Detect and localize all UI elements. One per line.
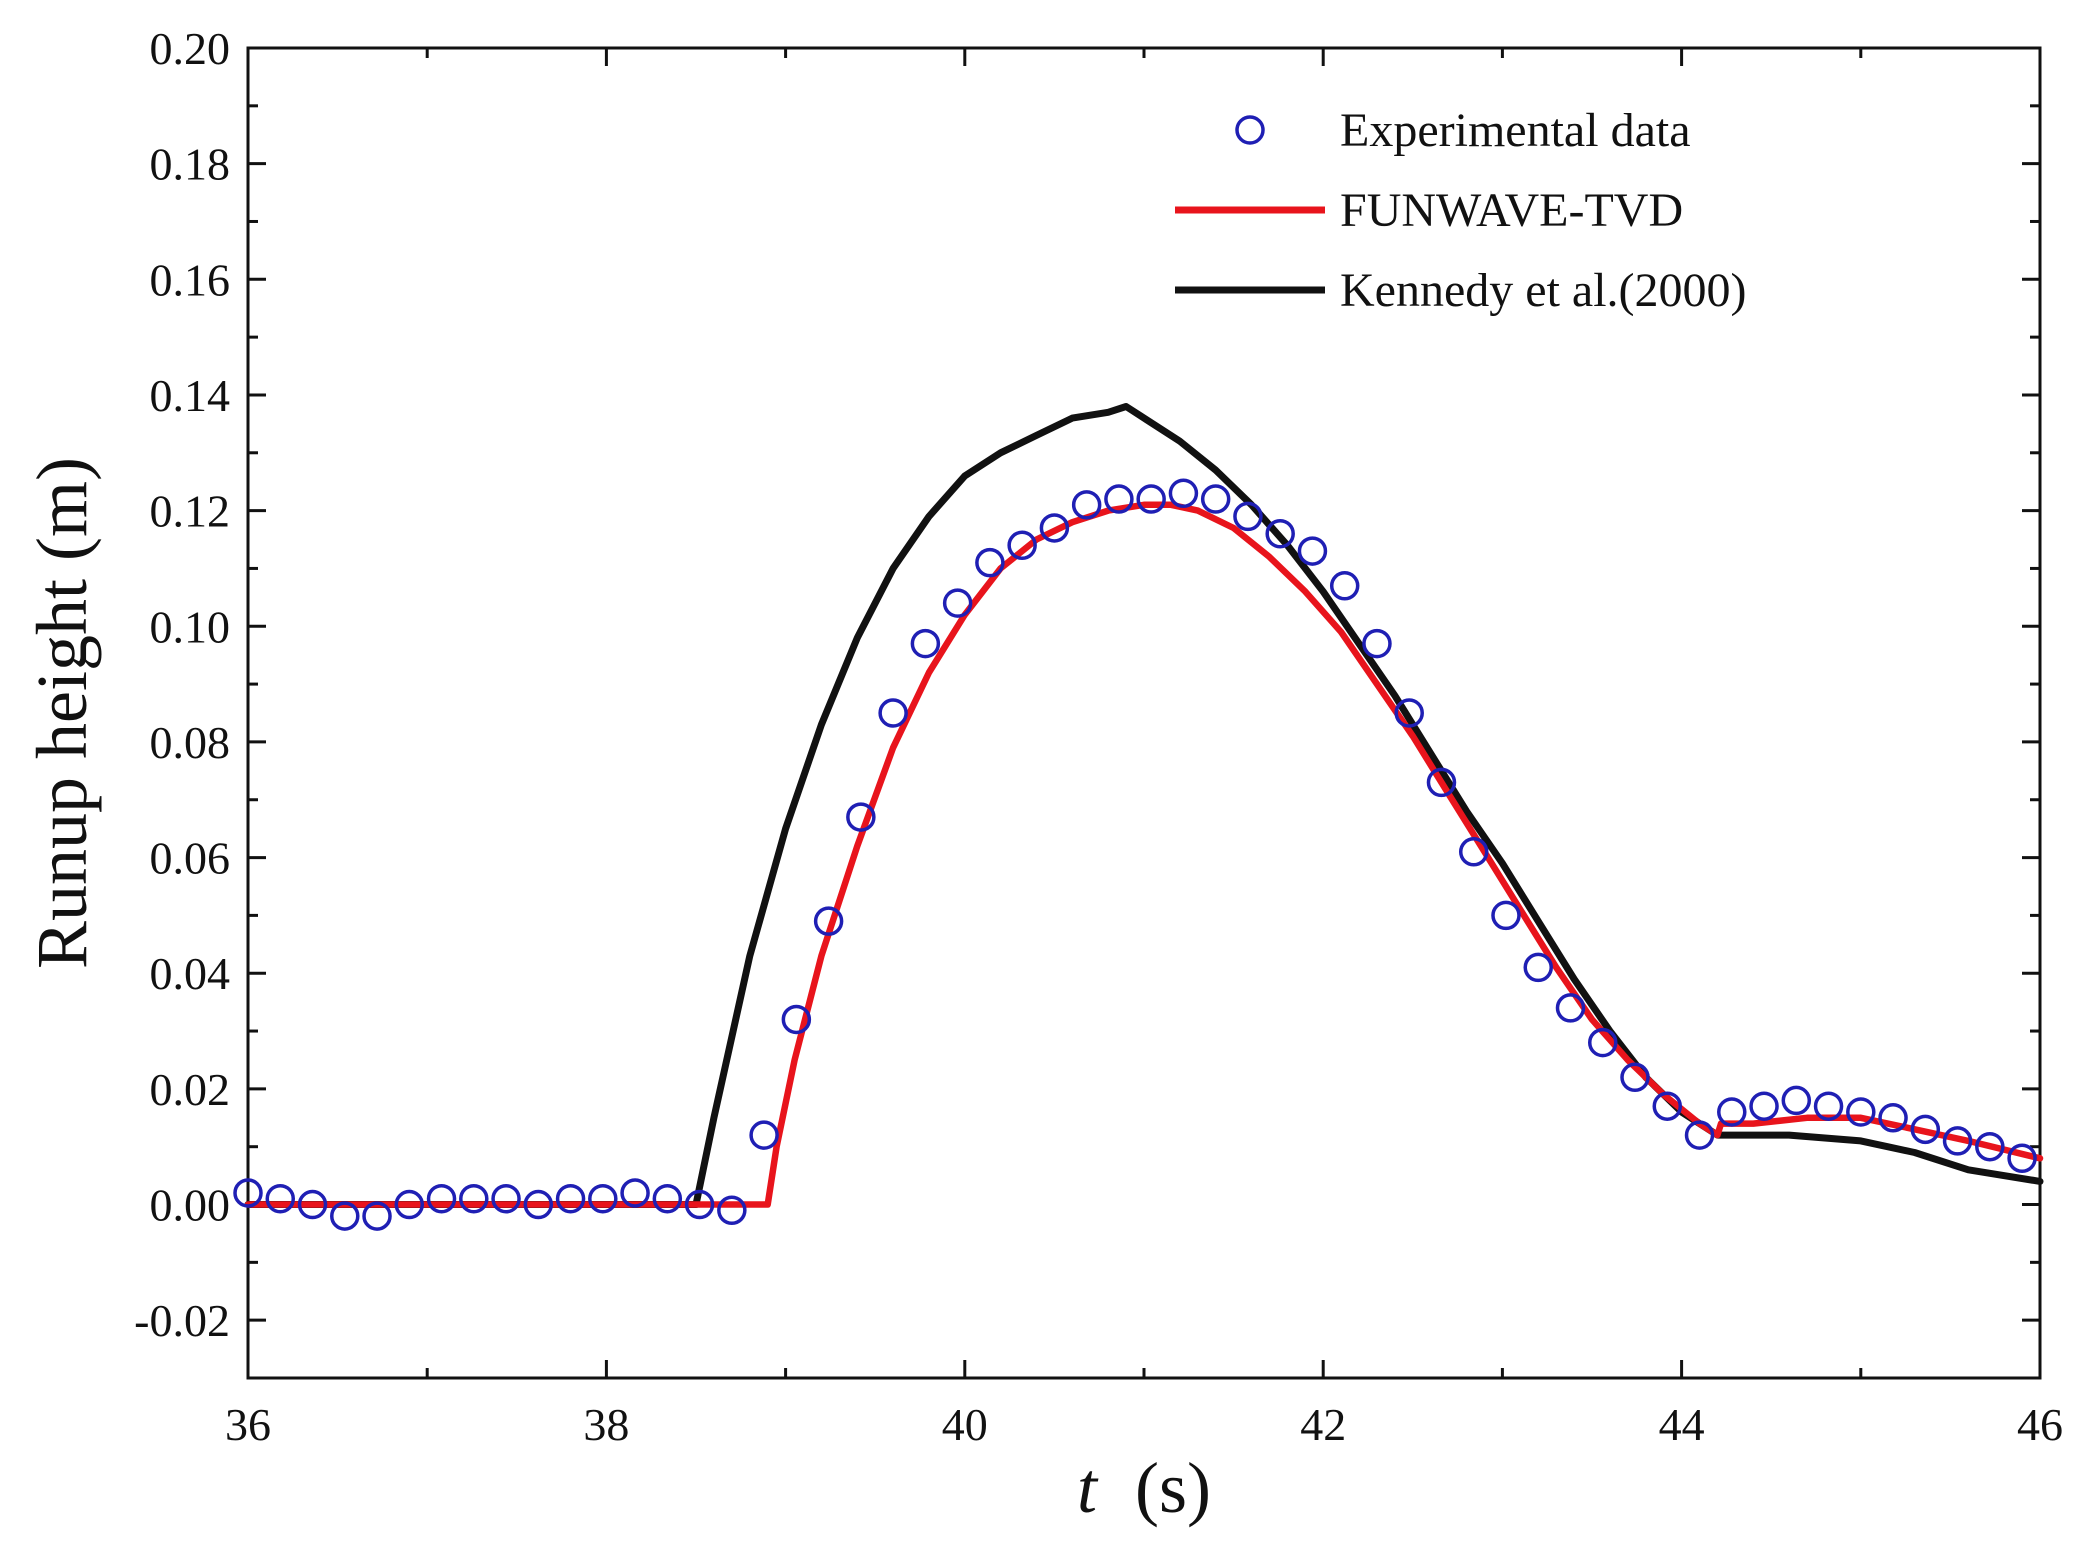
- data-point: [362, 1201, 392, 1231]
- data-point: [813, 906, 844, 936]
- data-point: [652, 1183, 683, 1214]
- data-point: [620, 1178, 650, 1208]
- data-point: [330, 1201, 360, 1231]
- data-point: [1523, 952, 1553, 983]
- y-tick-label: -0.02: [134, 1295, 230, 1346]
- data-point: [1684, 1120, 1715, 1150]
- data-point: [1878, 1103, 1908, 1133]
- x-tick-label: 46: [2017, 1399, 2063, 1450]
- legend-label: FUNWAVE-TVD: [1340, 184, 1683, 237]
- data-point: [1975, 1131, 2005, 1162]
- y-tick-label: 0.18: [150, 139, 231, 190]
- y-tick-label: 0.16: [150, 254, 231, 305]
- data-point: [1394, 698, 1424, 728]
- data-point: [1588, 1027, 1618, 1058]
- y-tick-label: 0.12: [150, 486, 231, 537]
- data-point: [878, 698, 908, 728]
- y-tick-label: 0.10: [150, 601, 231, 652]
- data-point: [749, 1120, 779, 1150]
- data-point: [942, 588, 973, 618]
- data-point: [1297, 536, 1328, 566]
- y-tick-label: 0.08: [150, 717, 231, 768]
- data-point: [233, 1178, 263, 1208]
- plot-frame: [246, 46, 2042, 1380]
- data-point: [1071, 490, 1102, 520]
- x-tick-label: 44: [1659, 1399, 1705, 1450]
- x-tick-label: 42: [1300, 1399, 1346, 1450]
- series-layer: [233, 403, 2044, 1231]
- data-point: [910, 628, 941, 659]
- data-point: [717, 1195, 747, 1226]
- plot-area-border: [246, 46, 2042, 1380]
- data-point: [297, 1189, 328, 1220]
- y-tick-label: 0.14: [150, 370, 231, 421]
- data-point: [1910, 1114, 1941, 1145]
- data-point: [1749, 1091, 1779, 1121]
- data-point: [1362, 628, 1392, 659]
- data-point: [975, 547, 1005, 578]
- x-tick-label: 38: [583, 1399, 629, 1450]
- y-axis-title: Runup height (m): [22, 457, 102, 969]
- data-point: [1039, 513, 1070, 543]
- data-point: [1426, 767, 1457, 798]
- data-point: [459, 1183, 489, 1214]
- data-point: [265, 1183, 296, 1214]
- data-point: [1717, 1097, 1747, 1127]
- tick-labels: 36 38 40 42 44 46 -0.02 0.00 0.02 0.04 0.06 0.08 0.1…: [134, 23, 2063, 1450]
- y-tick-label: 0.06: [150, 833, 231, 884]
- data-point: [394, 1189, 425, 1220]
- data-point: [846, 802, 876, 832]
- data-point: [1491, 900, 1521, 931]
- x-tick-label: 40: [942, 1399, 988, 1450]
- series-line-1: [244, 501, 2044, 1208]
- axis-ticks: [246, 46, 2042, 1378]
- series-line-2: [244, 403, 2044, 1208]
- data-point: [555, 1183, 586, 1214]
- legend-label: Experimental data: [1340, 104, 1691, 157]
- data-point: [1555, 993, 1586, 1023]
- data-point: [1007, 530, 1037, 561]
- data-point: [1168, 478, 1199, 509]
- data-point: [1200, 484, 1231, 514]
- data-point: [684, 1189, 715, 1220]
- data-point: [1652, 1091, 1683, 1121]
- data-point: [1781, 1085, 1812, 1116]
- x-axis-unit: (s): [1135, 1448, 1211, 1528]
- legend-label: Kennedy et al.(2000): [1340, 264, 1747, 317]
- data-point: [1329, 571, 1360, 601]
- data-point: [588, 1183, 618, 1214]
- legend: Experimental data FUNWAVE-TVD Kennedy et a…: [1175, 104, 1747, 317]
- data-point: [1813, 1091, 1844, 1121]
- data-point: [1458, 837, 1489, 867]
- y-tick-label: 0.02: [150, 1064, 231, 1115]
- data-point: [1942, 1126, 1973, 1156]
- data-point: [1136, 484, 1166, 514]
- y-tick-label: 0.04: [150, 948, 231, 999]
- data-point: [1265, 518, 1295, 549]
- y-tick-label: 0.20: [150, 23, 231, 74]
- legend-marker-swatch: [1235, 115, 1265, 145]
- data-point: [1233, 501, 1263, 532]
- data-point: [781, 1004, 812, 1035]
- y-tick-label: 0.00: [150, 1180, 231, 1231]
- data-point: [1846, 1097, 1876, 1127]
- data-point: [1620, 1062, 1650, 1093]
- data-point: [426, 1183, 457, 1214]
- x-tick-label: 36: [225, 1399, 271, 1450]
- data-point: [523, 1189, 554, 1220]
- data-point: [2007, 1143, 2037, 1174]
- x-axis-variable: t: [1077, 1448, 1099, 1528]
- data-point: [1104, 484, 1134, 514]
- x-axis-title: t (s): [1077, 1448, 1211, 1528]
- data-point: [491, 1183, 521, 1214]
